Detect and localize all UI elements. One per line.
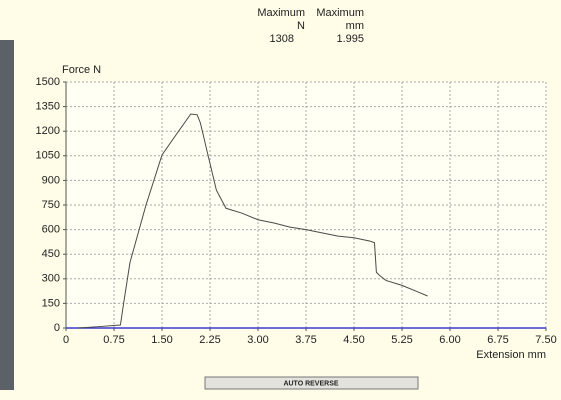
summary-value: 1.995 <box>336 33 364 45</box>
y-tick-label: 1350 <box>36 101 60 113</box>
summary-value: 1308 <box>270 33 294 45</box>
side-strip <box>0 40 14 390</box>
x-tick-label: 3.75 <box>295 334 316 346</box>
y-tick-label: 900 <box>42 174 60 186</box>
x-tick-label: 5.25 <box>391 334 412 346</box>
x-tick-label: 3.00 <box>247 334 268 346</box>
x-tick-label: 0.75 <box>103 334 124 346</box>
y-tick-label: 450 <box>42 248 60 260</box>
y-tick-label: 750 <box>42 199 60 211</box>
y-tick-label: 300 <box>42 273 60 285</box>
x-tick-label: 7.50 <box>535 334 556 346</box>
x-tick-label: 6.00 <box>439 334 460 346</box>
data-line <box>78 113 428 329</box>
y-tick-label: 1200 <box>36 125 60 137</box>
x-tick-label: 2.25 <box>199 334 220 346</box>
y-axis-label: Force N <box>62 64 101 76</box>
y-tick-label: 1050 <box>36 150 60 162</box>
x-tick-label: 6.75 <box>487 334 508 346</box>
x-tick-label: 0 <box>63 334 69 346</box>
summary-heading: Maximum <box>257 7 305 19</box>
button-frame[interactable] <box>204 376 419 390</box>
x-tick-label: 1.50 <box>151 334 172 346</box>
y-tick-label: 150 <box>42 297 60 309</box>
summary-heading: Maximum <box>316 7 364 19</box>
y-tick-label: 600 <box>42 224 60 236</box>
y-tick-label: 1500 <box>36 76 60 88</box>
x-axis-label: Extension mm <box>476 349 546 361</box>
summary-unit: mm <box>346 20 364 32</box>
button[interactable]: AUTO REVERSE <box>204 376 419 390</box>
y-tick-label: 0 <box>54 322 60 334</box>
x-tick-label: 4.50 <box>343 334 364 346</box>
summary-unit: N <box>297 20 305 32</box>
button-label[interactable]: AUTO REVERSE <box>283 380 338 387</box>
